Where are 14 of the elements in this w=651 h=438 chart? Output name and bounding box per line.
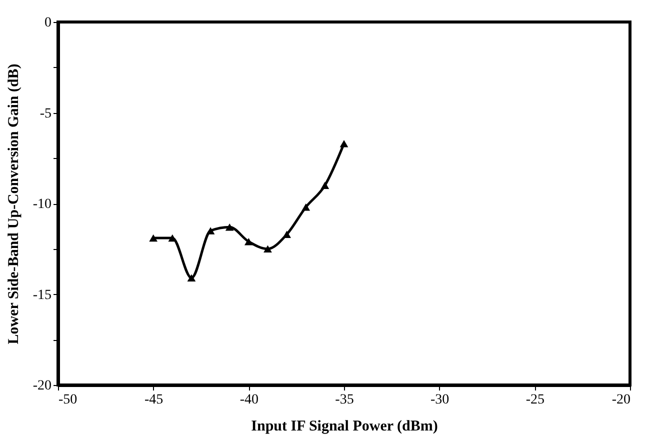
y-tick-label: -5 — [40, 106, 52, 122]
x-tick-label: -40 — [240, 392, 259, 408]
x-axis-title: Input IF Signal Power (dBm) — [251, 418, 438, 434]
y-tick-label: -20 — [32, 378, 52, 394]
y-tick-label: -10 — [32, 197, 52, 212]
y-tick-label: 0 — [44, 16, 52, 30]
x-tick-label: -45 — [144, 392, 164, 408]
x-tick-label: -30 — [430, 392, 450, 408]
x-tick-label: -35 — [335, 392, 354, 408]
x-tick-label: -20 — [612, 392, 630, 408]
y-axis-title: Lower Side-Band Up-Conversion Gain (dB) — [6, 64, 22, 344]
x-tick-label: -25 — [526, 392, 545, 408]
x-tick-label: -50 — [58, 392, 78, 408]
y-tick-label: -15 — [32, 288, 52, 303]
